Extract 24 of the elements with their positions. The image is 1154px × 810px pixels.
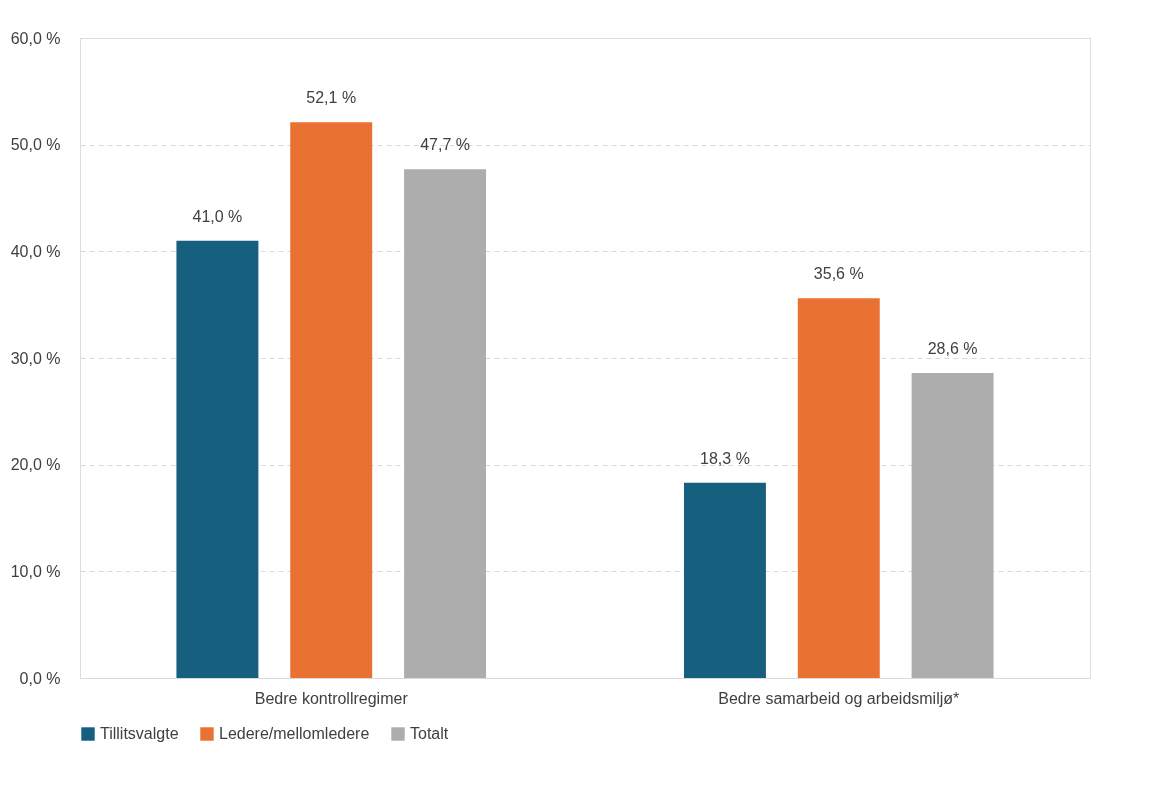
bar: [683, 482, 766, 678]
bar: [176, 240, 259, 678]
y-tick-label: 30,0 %: [10, 349, 61, 367]
legend-label: Ledere/mellomledere: [219, 725, 370, 742]
y-tick-label: 40,0 %: [10, 242, 61, 260]
x-tick-label: Bedre samarbeid og arbeidsmiljø*: [718, 689, 960, 707]
data-label: 18,3 %: [700, 449, 750, 467]
bar: [797, 298, 880, 678]
data-label: 35,6 %: [813, 265, 864, 283]
data-label: 41,0 %: [192, 207, 243, 225]
bar: [290, 122, 373, 678]
bar: [911, 372, 994, 678]
data-label: 52,1 %: [306, 89, 357, 107]
legend-label: Totalt: [410, 725, 449, 742]
data-label: 28,6 %: [927, 339, 978, 357]
y-tick-label: 50,0 %: [10, 136, 61, 154]
y-tick-label: 60,0 %: [10, 29, 61, 47]
y-tick-label: 10,0 %: [10, 562, 61, 580]
y-tick-label: 0,0 %: [19, 669, 61, 687]
x-tick-label: Bedre kontrollregimer: [254, 689, 409, 707]
data-label: 47,7 %: [420, 136, 470, 154]
bar: [404, 169, 487, 678]
legend-label: Tillitsvalgte: [100, 725, 179, 742]
y-tick-label: 20,0 %: [10, 456, 61, 474]
